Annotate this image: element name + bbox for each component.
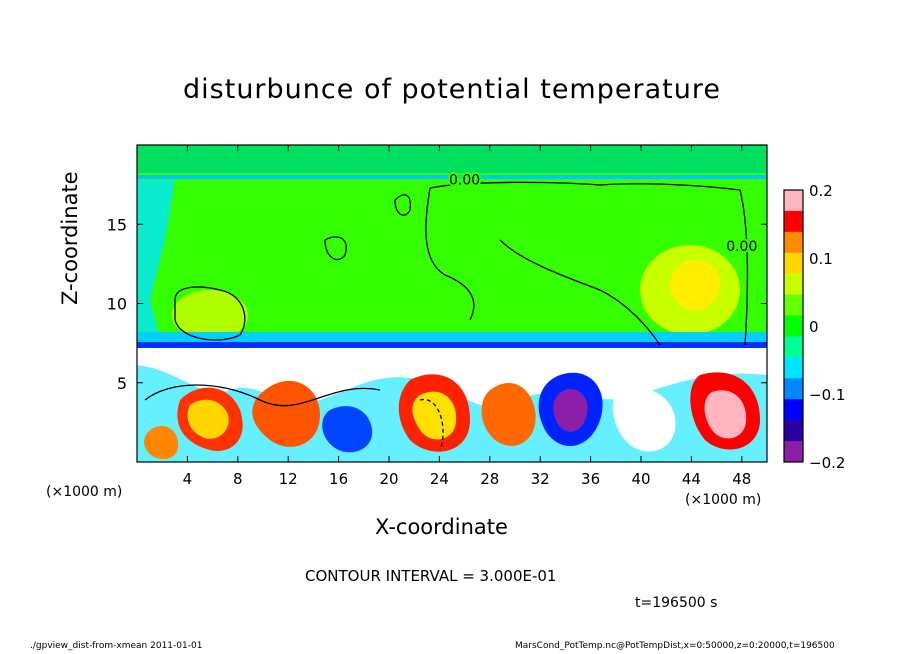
x-tick-label: 24 (430, 470, 449, 488)
y-axis-ticks: 5 10 15 (107, 215, 767, 393)
contour-zero-left (425, 187, 475, 321)
colorbar-segment (784, 273, 803, 296)
colorbar-frame (783, 189, 804, 463)
colorbar-tick-label: 0 (809, 318, 819, 336)
footer-script: ./gpview_dist-from-xmean 2011-01-01 (30, 641, 203, 651)
contour-lines (144, 181, 749, 451)
x-tick-label: 48 (732, 470, 751, 488)
x-tick-label: 8 (233, 470, 243, 488)
x-axis-unit-left: (×1000 m) (46, 484, 123, 500)
x-tick-label: 12 (279, 470, 298, 488)
colorbar-tick-label: −0.2 (809, 454, 845, 472)
colorbar-segment (784, 231, 803, 254)
plume-7 (612, 387, 676, 452)
colorbar-segment (784, 420, 803, 442)
colorbar-segment (784, 315, 803, 337)
colorbar-segment (784, 357, 803, 379)
contour-small-2 (324, 236, 347, 261)
colorbar-segment (784, 336, 803, 358)
contour-lower-1 (144, 384, 381, 407)
x-tick-label: 28 (480, 470, 499, 488)
contour-zero-main (429, 181, 749, 346)
plume-6-core (704, 390, 747, 439)
plume-4 (481, 382, 536, 446)
field-stable-cyan (137, 332, 767, 342)
colorbar-segment (784, 399, 803, 421)
x-tick-label: 32 (531, 470, 550, 488)
x-tick-label: 4 (183, 470, 193, 488)
plume-3-core (412, 391, 457, 440)
field-hot-right (670, 260, 720, 310)
contour-label: 0.00 (449, 173, 480, 189)
colorbar-segment (784, 252, 803, 275)
y-axis-label: Z-coordinate (58, 171, 82, 305)
field-stable-blue (137, 342, 767, 348)
y-tick-label: 15 (107, 215, 127, 234)
colorbar-tick-label: 0.1 (809, 250, 833, 268)
field-left-cyan (137, 180, 175, 345)
colorbar-segment (784, 210, 803, 233)
colorbar-tick-label: 0.2 (809, 182, 833, 200)
contour-mid (499, 239, 661, 346)
x-axis-unit-right: (×1000 m) (685, 492, 762, 508)
contour-left-blob (174, 286, 246, 341)
colorbar-segment (784, 294, 803, 317)
x-tick-label: 40 (631, 470, 650, 488)
y-tick-label: 5 (117, 374, 127, 393)
x-tick-label: 16 (329, 470, 348, 488)
colorbar (783, 189, 804, 463)
contour-small-1 (394, 194, 411, 216)
colorbar-segment (784, 378, 803, 400)
field-top-cyan (137, 175, 767, 179)
contour-label: 0.00 (726, 239, 757, 255)
plume-8 (322, 406, 373, 453)
field-warm-left (172, 290, 248, 340)
field-top-band (137, 145, 767, 173)
time-stamp: t=196500 s (635, 595, 718, 611)
contour-lower-2 (419, 399, 444, 451)
plume-9 (144, 426, 179, 460)
colorbar-tick-label: −0.1 (809, 386, 845, 404)
contour-interval: CONTOUR INTERVAL = 3.000E-01 (305, 567, 557, 585)
colorbar-ticks: 0.2 0.1 0 −0.1 −0.2 (809, 182, 845, 472)
plume-1-core (187, 399, 229, 439)
x-tick-label: 20 (379, 470, 398, 488)
x-tick-label: 44 (682, 470, 701, 488)
contour-labels: 0.00 0.00 (447, 171, 759, 258)
x-axis-ticks: 4 8 12 16 20 24 28 32 36 40 44 48 (183, 145, 751, 488)
y-tick-label: 10 (107, 295, 127, 314)
x-tick-label: 36 (581, 470, 600, 488)
plume-2 (252, 380, 320, 447)
x-axis-label: X-coordinate (375, 515, 508, 539)
heatmap-field (137, 145, 767, 462)
chart-title: disturbunce of potential temperature (183, 74, 721, 105)
colorbar-segment (784, 190, 803, 212)
colorbar-segment (784, 441, 803, 463)
plume-5-core (553, 389, 588, 432)
footer-source: MarsCond_PotTemp.nc@PotTempDist,x=0:5000… (515, 641, 835, 651)
